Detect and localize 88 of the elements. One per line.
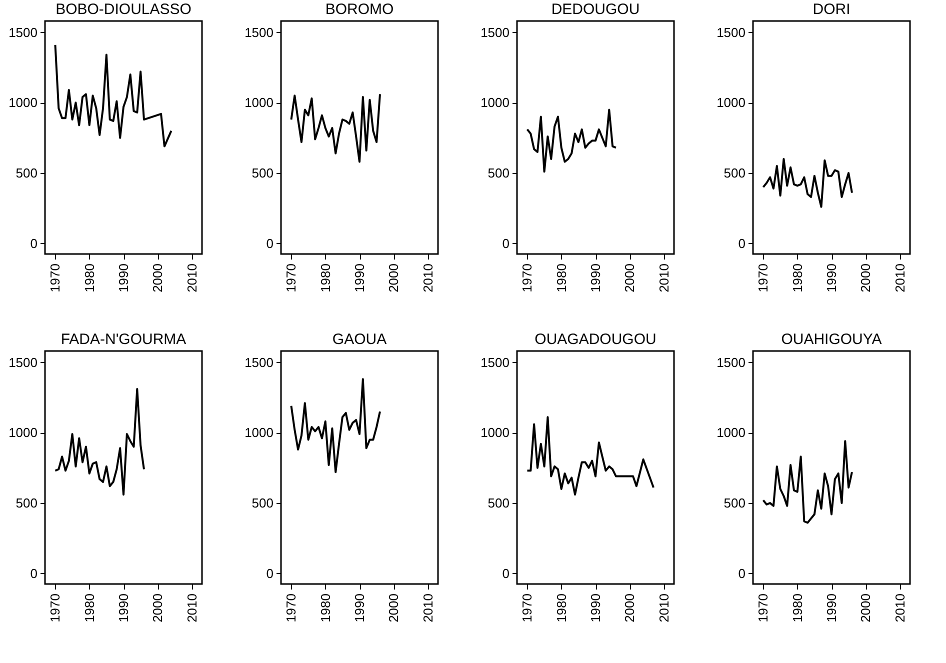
y-tick-label: 1500 bbox=[244, 24, 274, 40]
x-tick-label: 1990 bbox=[352, 264, 367, 292]
x-tick-label: 1970 bbox=[284, 594, 299, 622]
x-tick-label: 2000 bbox=[858, 594, 874, 622]
x-tick-label: 2010 bbox=[656, 594, 672, 622]
y-tick-label: 0 bbox=[502, 566, 510, 581]
x-tick-label: 1990 bbox=[824, 264, 839, 292]
x-tick-label: 1980 bbox=[790, 264, 805, 292]
y-tick-label: 0 bbox=[266, 566, 274, 581]
x-tick-label: 1990 bbox=[116, 264, 131, 292]
x-tick-label: 2000 bbox=[150, 264, 166, 292]
y-tick-label: 0 bbox=[266, 236, 274, 251]
y-tick-label: 0 bbox=[738, 566, 746, 581]
x-tick-label: 1980 bbox=[82, 594, 97, 622]
x-tick-label: 1970 bbox=[48, 594, 63, 622]
chart-title: BOROMO bbox=[325, 1, 394, 18]
x-tick-label: 2000 bbox=[858, 264, 874, 292]
x-tick-label: 1980 bbox=[554, 594, 569, 622]
x-tick-label: 1970 bbox=[520, 594, 535, 622]
x-tick-label: 2010 bbox=[184, 594, 200, 622]
y-tick-label: 1500 bbox=[480, 24, 510, 40]
y-tick-label: 1000 bbox=[716, 95, 746, 110]
x-tick-label: 1970 bbox=[48, 264, 63, 292]
x-tick-label: 1980 bbox=[790, 594, 805, 622]
y-tick-label: 500 bbox=[488, 496, 510, 511]
chart-title: OUAGADOUGOU bbox=[534, 331, 656, 348]
y-tick-label: 0 bbox=[30, 236, 38, 251]
x-tick-label: 2000 bbox=[386, 594, 402, 622]
y-tick-label: 500 bbox=[252, 166, 274, 181]
x-tick-label: 2010 bbox=[420, 264, 436, 292]
x-tick-label: 2010 bbox=[656, 264, 672, 292]
x-tick-label: 2010 bbox=[420, 594, 436, 622]
chart-title: OUAHIGOUYA bbox=[781, 331, 882, 348]
x-tick-label: 1970 bbox=[520, 264, 535, 292]
y-tick-label: 1000 bbox=[244, 425, 274, 440]
x-tick-label: 1980 bbox=[318, 264, 333, 292]
y-tick-label: 1500 bbox=[244, 354, 274, 370]
x-tick-label: 2000 bbox=[150, 594, 166, 622]
x-tick-label: 1970 bbox=[284, 264, 299, 292]
y-tick-label: 1000 bbox=[480, 425, 510, 440]
chart-title: DEDOUGOU bbox=[551, 1, 640, 18]
x-tick-label: 1980 bbox=[554, 264, 569, 292]
chart-title: FADA-N'GOURMA bbox=[60, 331, 186, 348]
y-tick-label: 500 bbox=[16, 166, 38, 181]
line-series bbox=[762, 440, 853, 524]
line-series bbox=[290, 378, 381, 474]
x-tick-label: 1970 bbox=[756, 594, 771, 622]
chart-title: GAOUA bbox=[332, 331, 387, 348]
y-tick-label: 1000 bbox=[244, 95, 274, 110]
y-tick-label: 0 bbox=[30, 566, 38, 581]
y-tick-label: 500 bbox=[724, 166, 746, 181]
x-tick-label: 1990 bbox=[116, 594, 131, 622]
y-tick-label: 1500 bbox=[716, 354, 746, 370]
x-tick-label: 2000 bbox=[622, 264, 638, 292]
x-tick-label: 2010 bbox=[184, 264, 200, 292]
y-tick-label: 1000 bbox=[480, 95, 510, 110]
y-tick-label: 500 bbox=[488, 166, 510, 181]
y-tick-label: 0 bbox=[738, 236, 746, 251]
x-tick-label: 1980 bbox=[82, 264, 97, 292]
x-tick-label: 1990 bbox=[588, 594, 603, 622]
x-tick-label: 1990 bbox=[588, 264, 603, 292]
line-series bbox=[54, 388, 145, 496]
x-tick-label: 1970 bbox=[756, 264, 771, 292]
y-tick-label: 500 bbox=[16, 496, 38, 511]
chart-title: DORI bbox=[812, 1, 850, 18]
x-tick-label: 1990 bbox=[824, 594, 839, 622]
chart-title: BOBO-DIOULASSO bbox=[56, 1, 192, 18]
x-tick-label: 2000 bbox=[622, 594, 638, 622]
line-series bbox=[526, 416, 655, 496]
y-tick-label: 1000 bbox=[8, 425, 38, 440]
x-tick-label: 1980 bbox=[318, 594, 333, 622]
y-tick-label: 0 bbox=[502, 236, 510, 251]
x-tick-label: 2010 bbox=[892, 594, 908, 622]
y-tick-label: 500 bbox=[724, 496, 746, 511]
line-series bbox=[54, 44, 172, 148]
line-series bbox=[526, 108, 617, 173]
y-tick-label: 1500 bbox=[716, 24, 746, 40]
y-tick-label: 1500 bbox=[480, 354, 510, 370]
x-tick-label: 2010 bbox=[892, 264, 908, 292]
y-tick-label: 500 bbox=[252, 496, 274, 511]
x-tick-label: 2000 bbox=[386, 264, 402, 292]
line-series bbox=[762, 158, 853, 208]
y-tick-label: 1500 bbox=[8, 24, 38, 40]
y-tick-label: 1000 bbox=[8, 95, 38, 110]
y-tick-label: 1500 bbox=[8, 354, 38, 370]
line-series bbox=[290, 93, 381, 163]
x-tick-label: 1990 bbox=[352, 594, 367, 622]
y-tick-label: 1000 bbox=[716, 425, 746, 440]
